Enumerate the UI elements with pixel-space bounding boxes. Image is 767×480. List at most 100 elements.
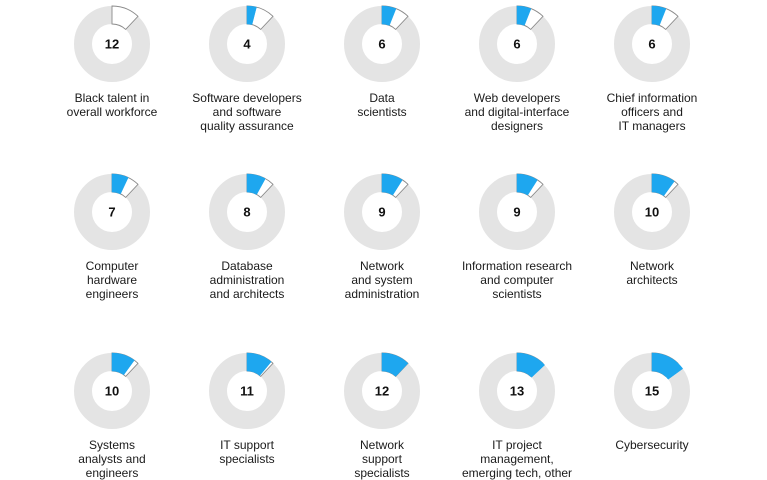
value-wedge <box>516 173 538 196</box>
donut-label-line: engineers <box>85 287 139 301</box>
donut-value: 9 <box>378 205 385 220</box>
donut-label-line: Systems <box>88 438 135 452</box>
donut-value: 4 <box>243 37 251 52</box>
value-wedge <box>516 5 532 26</box>
donut-label-line: overall workforce <box>66 105 158 119</box>
donut-label-line: officers and <box>621 105 683 119</box>
donut-label-line: specialists <box>219 452 275 466</box>
donut-chart: 8 <box>209 173 285 250</box>
donut-value: 6 <box>378 37 385 52</box>
donut-label-line: administration <box>209 273 285 287</box>
donut-label: IT project management, emerging tech, othe… <box>442 438 592 480</box>
donut-label-line: and system <box>351 273 413 287</box>
donut-value: 12 <box>105 37 119 52</box>
donut-label: Chief information officers and IT managers <box>577 91 727 133</box>
donut-label: Systems analysts and engineers <box>37 438 187 480</box>
donut-label-line: support <box>361 452 403 466</box>
donut-value: 11 <box>240 384 254 399</box>
donut-label: Network and system administration <box>307 259 457 301</box>
donut-chart: 10 <box>74 352 150 429</box>
donut-label-line: quality assurance <box>200 119 294 133</box>
value-wedge <box>516 352 546 378</box>
donut-label: Information research and computer scientis… <box>442 259 592 301</box>
donut-value: 12 <box>375 384 389 399</box>
donut-chart: 7 <box>74 173 150 250</box>
donut-label: Cybersecurity <box>577 438 727 452</box>
donut-chart: 6 <box>344 5 420 82</box>
value-wedge <box>246 5 257 25</box>
donut-value: 13 <box>510 384 524 399</box>
donut-label: Computer hardware engineers <box>37 259 187 301</box>
donut-label-line: Software developers <box>192 91 302 105</box>
donut-label-line: designers <box>490 119 544 133</box>
donut-label: Data scientists <box>307 91 457 119</box>
donut-value: 8 <box>243 205 250 220</box>
reference-wedge <box>111 5 139 31</box>
donut-chart: 6 <box>614 5 690 82</box>
donut-chart: 15 <box>614 352 690 429</box>
donut-chart: 4 <box>209 5 285 82</box>
donut-label: IT support specialists <box>172 438 322 466</box>
donut-label-line: Chief information <box>606 91 698 105</box>
donut-label-line: architects <box>626 273 678 287</box>
donut-label-line: specialists <box>354 466 410 480</box>
donut-label-line: Database <box>221 259 273 273</box>
value-wedge <box>246 352 272 376</box>
donut-label-line: Black talent in <box>74 91 150 105</box>
donut-value: 10 <box>105 384 119 399</box>
value-wedge <box>381 352 409 377</box>
donut-label: Software developers and software quality a… <box>172 91 322 133</box>
donut-value: 7 <box>108 205 115 220</box>
donut-chart: 6 <box>479 5 555 82</box>
donut-label-line: IT project <box>492 438 542 452</box>
donut-label-line: Network <box>359 259 404 273</box>
donut-label-line: analysts and <box>78 452 146 466</box>
donut-label-line: Network <box>629 259 674 273</box>
donut-label-line: and architects <box>209 287 285 301</box>
donut-label-line: administration <box>344 287 420 301</box>
donut-label-line: Web developers <box>473 91 561 105</box>
donut-label-line: and computer <box>480 273 554 287</box>
donut-chart: 9 <box>479 173 555 250</box>
donut-chart: 12 <box>74 5 150 82</box>
donut-label-line: Computer <box>85 259 139 273</box>
donut-label: Network architects <box>577 259 727 287</box>
donut-label-line: scientists <box>357 105 407 119</box>
donut-label-line: scientists <box>492 287 542 301</box>
donut-label-line: and digital-interface <box>464 105 570 119</box>
donut-label: Database administration and architects <box>172 259 322 301</box>
donut-label-line: Network <box>359 438 404 452</box>
donut-label-line: Data <box>369 91 395 105</box>
value-wedge <box>381 173 403 196</box>
donut-label-line: Information research <box>461 259 573 273</box>
value-wedge <box>381 5 397 26</box>
donut-value: 6 <box>648 37 655 52</box>
donut-value: 10 <box>645 205 659 220</box>
value-wedge <box>111 173 129 195</box>
donut-chart: 9 <box>344 173 420 250</box>
donut-chart: 12 <box>344 352 420 429</box>
donut-label: Black talent in overall workforce <box>37 91 187 119</box>
donut-value: 9 <box>513 205 520 220</box>
donut-value: 6 <box>513 37 520 52</box>
donut-label-line: IT managers <box>618 119 686 133</box>
donut-value: 15 <box>645 384 659 399</box>
donut-label-line: and software <box>212 105 282 119</box>
value-wedge <box>651 5 667 26</box>
donut-label-line: hardware <box>86 273 138 287</box>
donut-chart: 13 <box>479 352 555 429</box>
donut-label-line: Cybersecurity <box>615 438 689 452</box>
donut-label: Web developers and digital-interface desig… <box>442 91 592 133</box>
donut-label-line: management, <box>480 452 554 466</box>
value-wedge <box>246 173 266 195</box>
value-wedge <box>651 173 675 197</box>
donut-label-line: IT support <box>220 438 274 452</box>
donut-label-line: engineers <box>85 466 139 480</box>
donut-chart: 10 <box>614 173 690 250</box>
value-wedge <box>111 352 135 376</box>
value-wedge <box>651 352 684 380</box>
donut-label: Network support specialists <box>307 438 457 480</box>
donut-label-line: emerging tech, other <box>461 466 573 480</box>
donut-chart: 11 <box>209 352 285 429</box>
